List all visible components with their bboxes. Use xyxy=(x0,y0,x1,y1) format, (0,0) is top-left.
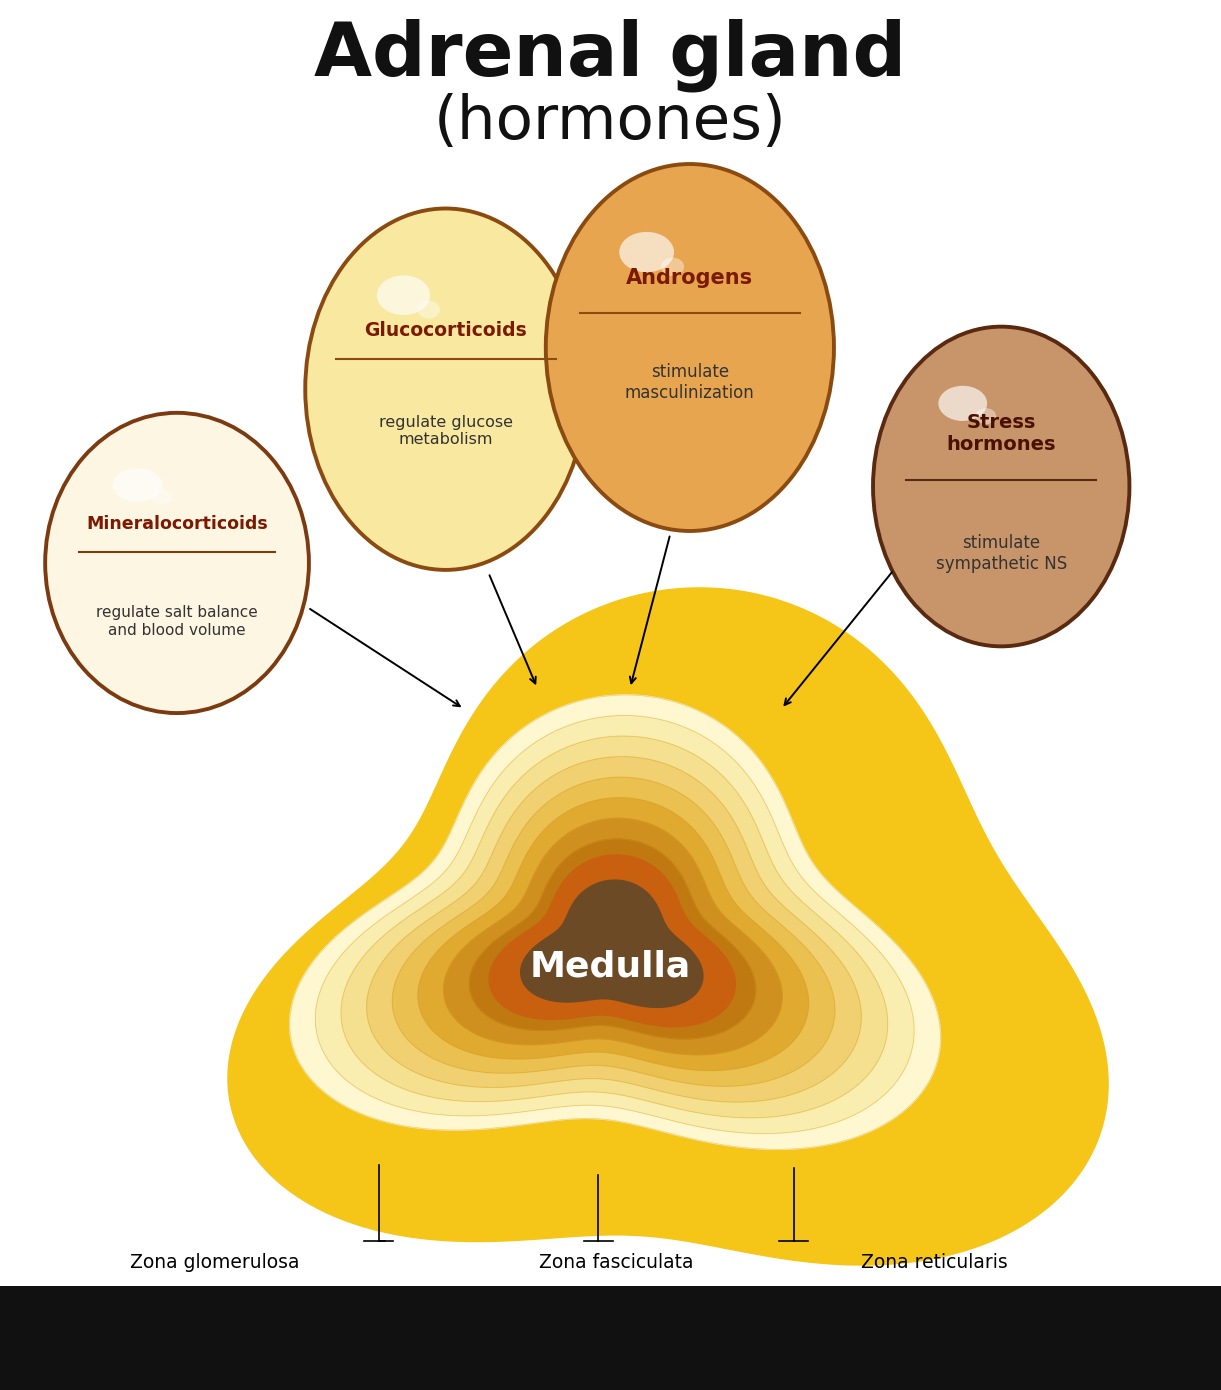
Text: stimulate
sympathetic NS: stimulate sympathetic NS xyxy=(935,534,1067,573)
Text: Zona glomerulosa: Zona glomerulosa xyxy=(129,1252,299,1272)
Polygon shape xyxy=(341,737,888,1118)
Polygon shape xyxy=(289,695,940,1150)
Text: Glucocorticoids: Glucocorticoids xyxy=(364,321,527,341)
Polygon shape xyxy=(392,777,835,1086)
Polygon shape xyxy=(228,588,1109,1265)
Text: Adrenal gland: Adrenal gland xyxy=(315,19,906,92)
Polygon shape xyxy=(443,819,783,1055)
Text: regulate salt balance
and blood volume: regulate salt balance and blood volume xyxy=(96,605,258,638)
Polygon shape xyxy=(366,756,861,1102)
Text: Androgens: Androgens xyxy=(626,268,753,288)
Polygon shape xyxy=(495,859,729,1023)
Ellipse shape xyxy=(150,489,172,505)
Ellipse shape xyxy=(112,468,162,502)
Text: Zona fasciculata: Zona fasciculata xyxy=(540,1252,694,1272)
Ellipse shape xyxy=(619,232,674,272)
Ellipse shape xyxy=(305,208,586,570)
Text: stimulate
masculinization: stimulate masculinization xyxy=(625,363,755,402)
Ellipse shape xyxy=(873,327,1129,646)
Polygon shape xyxy=(315,716,915,1134)
Polygon shape xyxy=(469,840,756,1038)
Polygon shape xyxy=(520,880,703,1008)
Ellipse shape xyxy=(939,386,987,421)
Text: (hormones): (hormones) xyxy=(435,93,786,152)
Ellipse shape xyxy=(45,413,309,713)
Polygon shape xyxy=(490,855,735,1027)
Ellipse shape xyxy=(377,275,430,316)
Text: Mineralocorticoids: Mineralocorticoids xyxy=(87,516,267,532)
Ellipse shape xyxy=(418,300,440,318)
Ellipse shape xyxy=(661,257,684,277)
Ellipse shape xyxy=(976,409,996,424)
Text: Zona reticularis: Zona reticularis xyxy=(861,1252,1007,1272)
Bar xyxy=(0,1286,1221,1390)
Polygon shape xyxy=(418,798,808,1070)
Text: Medulla: Medulla xyxy=(530,949,691,983)
Text: regulate glucose
metabolism: regulate glucose metabolism xyxy=(379,414,513,448)
Text: Stress
hormones: Stress hormones xyxy=(946,413,1056,455)
Ellipse shape xyxy=(546,164,834,531)
